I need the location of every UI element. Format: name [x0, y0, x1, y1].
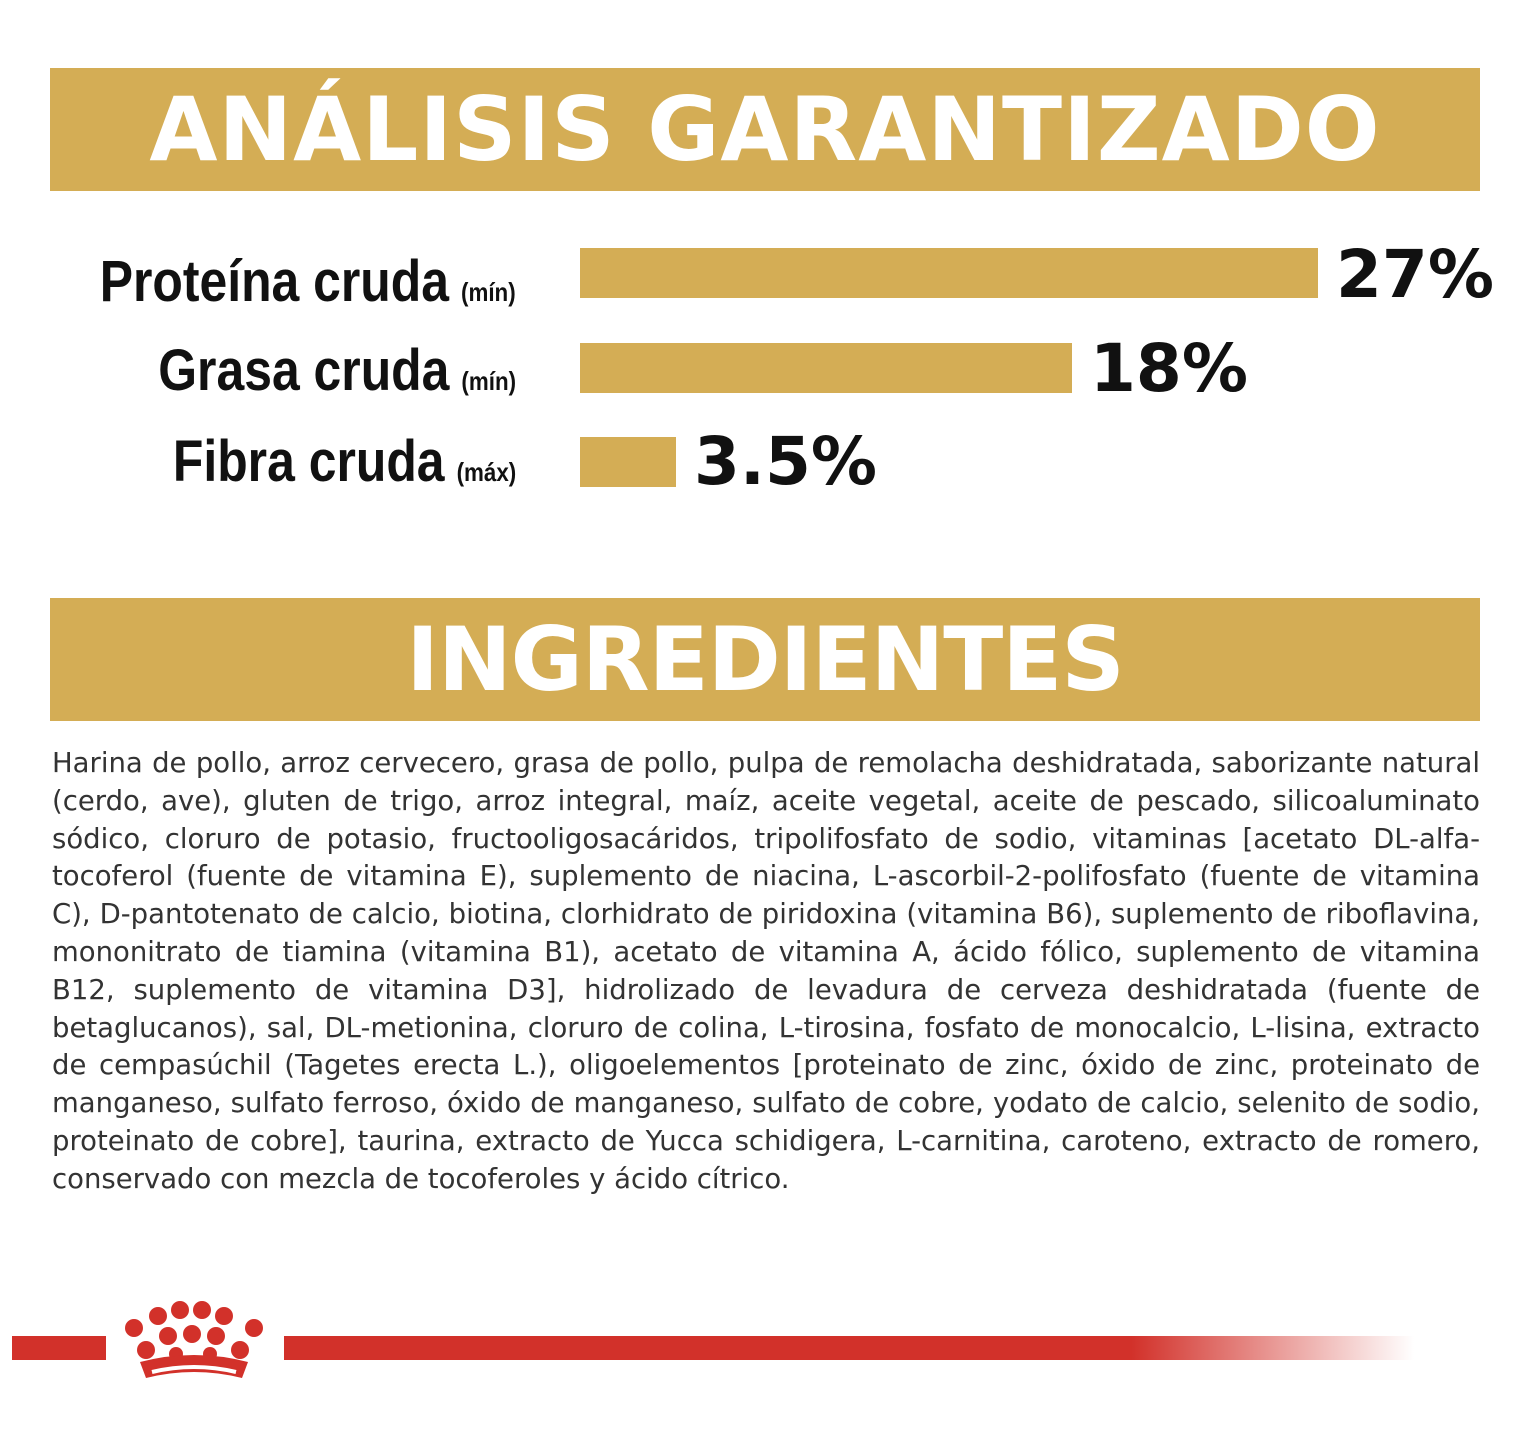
nutrient-bar-protein — [580, 248, 1318, 298]
nutrient-value-protein: 27% — [1336, 236, 1494, 313]
nutrient-bar-fat — [580, 343, 1072, 393]
nutrient-qualifier: (máx) — [456, 457, 516, 487]
nutrient-label-fat: Grasa cruda (mín) — [158, 337, 516, 404]
brand-line-left — [12, 1336, 106, 1360]
nutrient-value-fiber: 3.5% — [694, 423, 878, 500]
analysis-banner: ANÁLISIS GARANTIZADO — [50, 68, 1480, 191]
nutrient-qualifier: (mín) — [461, 277, 516, 307]
nutrient-qualifier: (mín) — [461, 366, 516, 396]
nutrient-name: Fibra cruda — [172, 429, 445, 494]
ingredients-text: Harina de pollo, arroz cervecero, grasa … — [52, 747, 1480, 1195]
analysis-title: ANÁLISIS GARANTIZADO — [149, 78, 1381, 181]
nutrient-value-fat: 18% — [1090, 330, 1248, 407]
nutrient-bar-fiber — [580, 437, 676, 487]
nutrient-label-fiber: Fibra cruda (máx) — [173, 428, 516, 495]
brand-line-right — [284, 1336, 1414, 1360]
nutrient-name: Proteína cruda — [100, 249, 450, 314]
nutrient-name: Grasa cruda — [158, 338, 450, 403]
crown-logo-icon — [125, 1301, 263, 1378]
ingredients-banner: INGREDIENTES — [50, 598, 1480, 721]
ingredients-title: INGREDIENTES — [406, 608, 1125, 711]
nutrient-label-protein: Proteína cruda (mín) — [100, 248, 516, 315]
